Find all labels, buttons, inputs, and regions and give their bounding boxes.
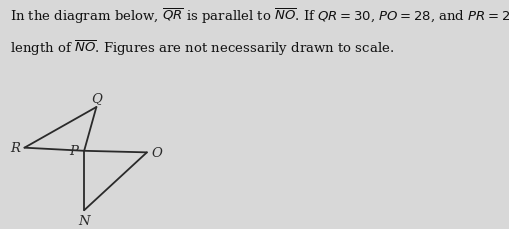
Text: O: O — [151, 146, 162, 159]
Text: P: P — [69, 145, 78, 158]
Text: N: N — [78, 214, 90, 227]
Text: length of $\overline{NO}$. Figures are not necessarily drawn to scale.: length of $\overline{NO}$. Figures are n… — [10, 39, 393, 58]
Text: R: R — [10, 142, 20, 155]
Text: In the diagram below, $\overline{QR}$ is parallel to $\overline{NO}$. If $QR = 3: In the diagram below, $\overline{QR}$ is… — [10, 7, 509, 26]
Text: Q: Q — [91, 91, 102, 104]
